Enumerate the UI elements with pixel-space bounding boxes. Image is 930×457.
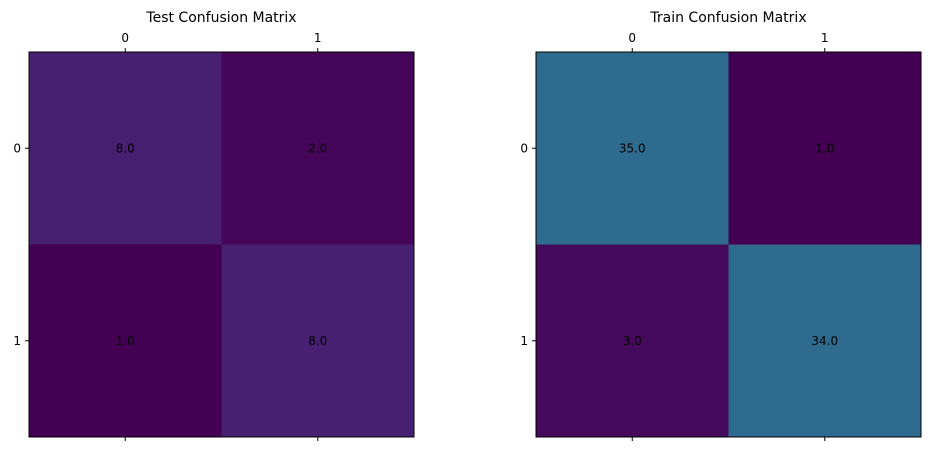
x-tick-label: 1: [314, 31, 322, 45]
cell-value-label: 1.0: [815, 141, 834, 155]
axes-frame: [28, 51, 415, 438]
cell-value-label: 35.0: [619, 141, 646, 155]
cell-value-label: 8.0: [308, 334, 327, 348]
chart-title: Test Confusion Matrix: [145, 10, 296, 26]
heatmap-cell: [29, 244, 222, 437]
heatmap-cell: [536, 244, 729, 437]
heatmap-cell: [29, 52, 222, 245]
x-tick-label: 0: [628, 31, 636, 45]
heatmap-cell: [536, 52, 729, 245]
heatmap-cell: [221, 52, 414, 245]
y-tick-label: 0: [520, 141, 528, 155]
x-tick-label: 1: [821, 31, 829, 45]
confusion-matrix-1: 8.0 2.0 1.0 8.0 Test Confusion Matrix 0 1 0 1: [13, 10, 415, 441]
cell-value-label: 1.0: [116, 334, 135, 348]
cell-value-label: 2.0: [308, 141, 327, 155]
cell-value-label: 8.0: [116, 141, 135, 155]
heatmap-cell: [728, 52, 921, 245]
y-tick-label: 1: [520, 334, 528, 348]
heatmap-cell: [221, 244, 414, 437]
confusion-matrix-2: 35.0 1.0 3.0 34.0 Train Confusion Matrix 0 1 0 1: [520, 10, 922, 441]
y-tick-label: 1: [13, 334, 21, 348]
cell-value-label: 34.0: [811, 334, 838, 348]
cell-value-label: 3.0: [623, 334, 642, 348]
x-tick-label: 0: [121, 31, 129, 45]
axes-frame: [535, 51, 922, 438]
chart-title: Train Confusion Matrix: [649, 10, 806, 26]
y-tick-label: 0: [13, 141, 21, 155]
heatmap-cell: [728, 244, 921, 437]
